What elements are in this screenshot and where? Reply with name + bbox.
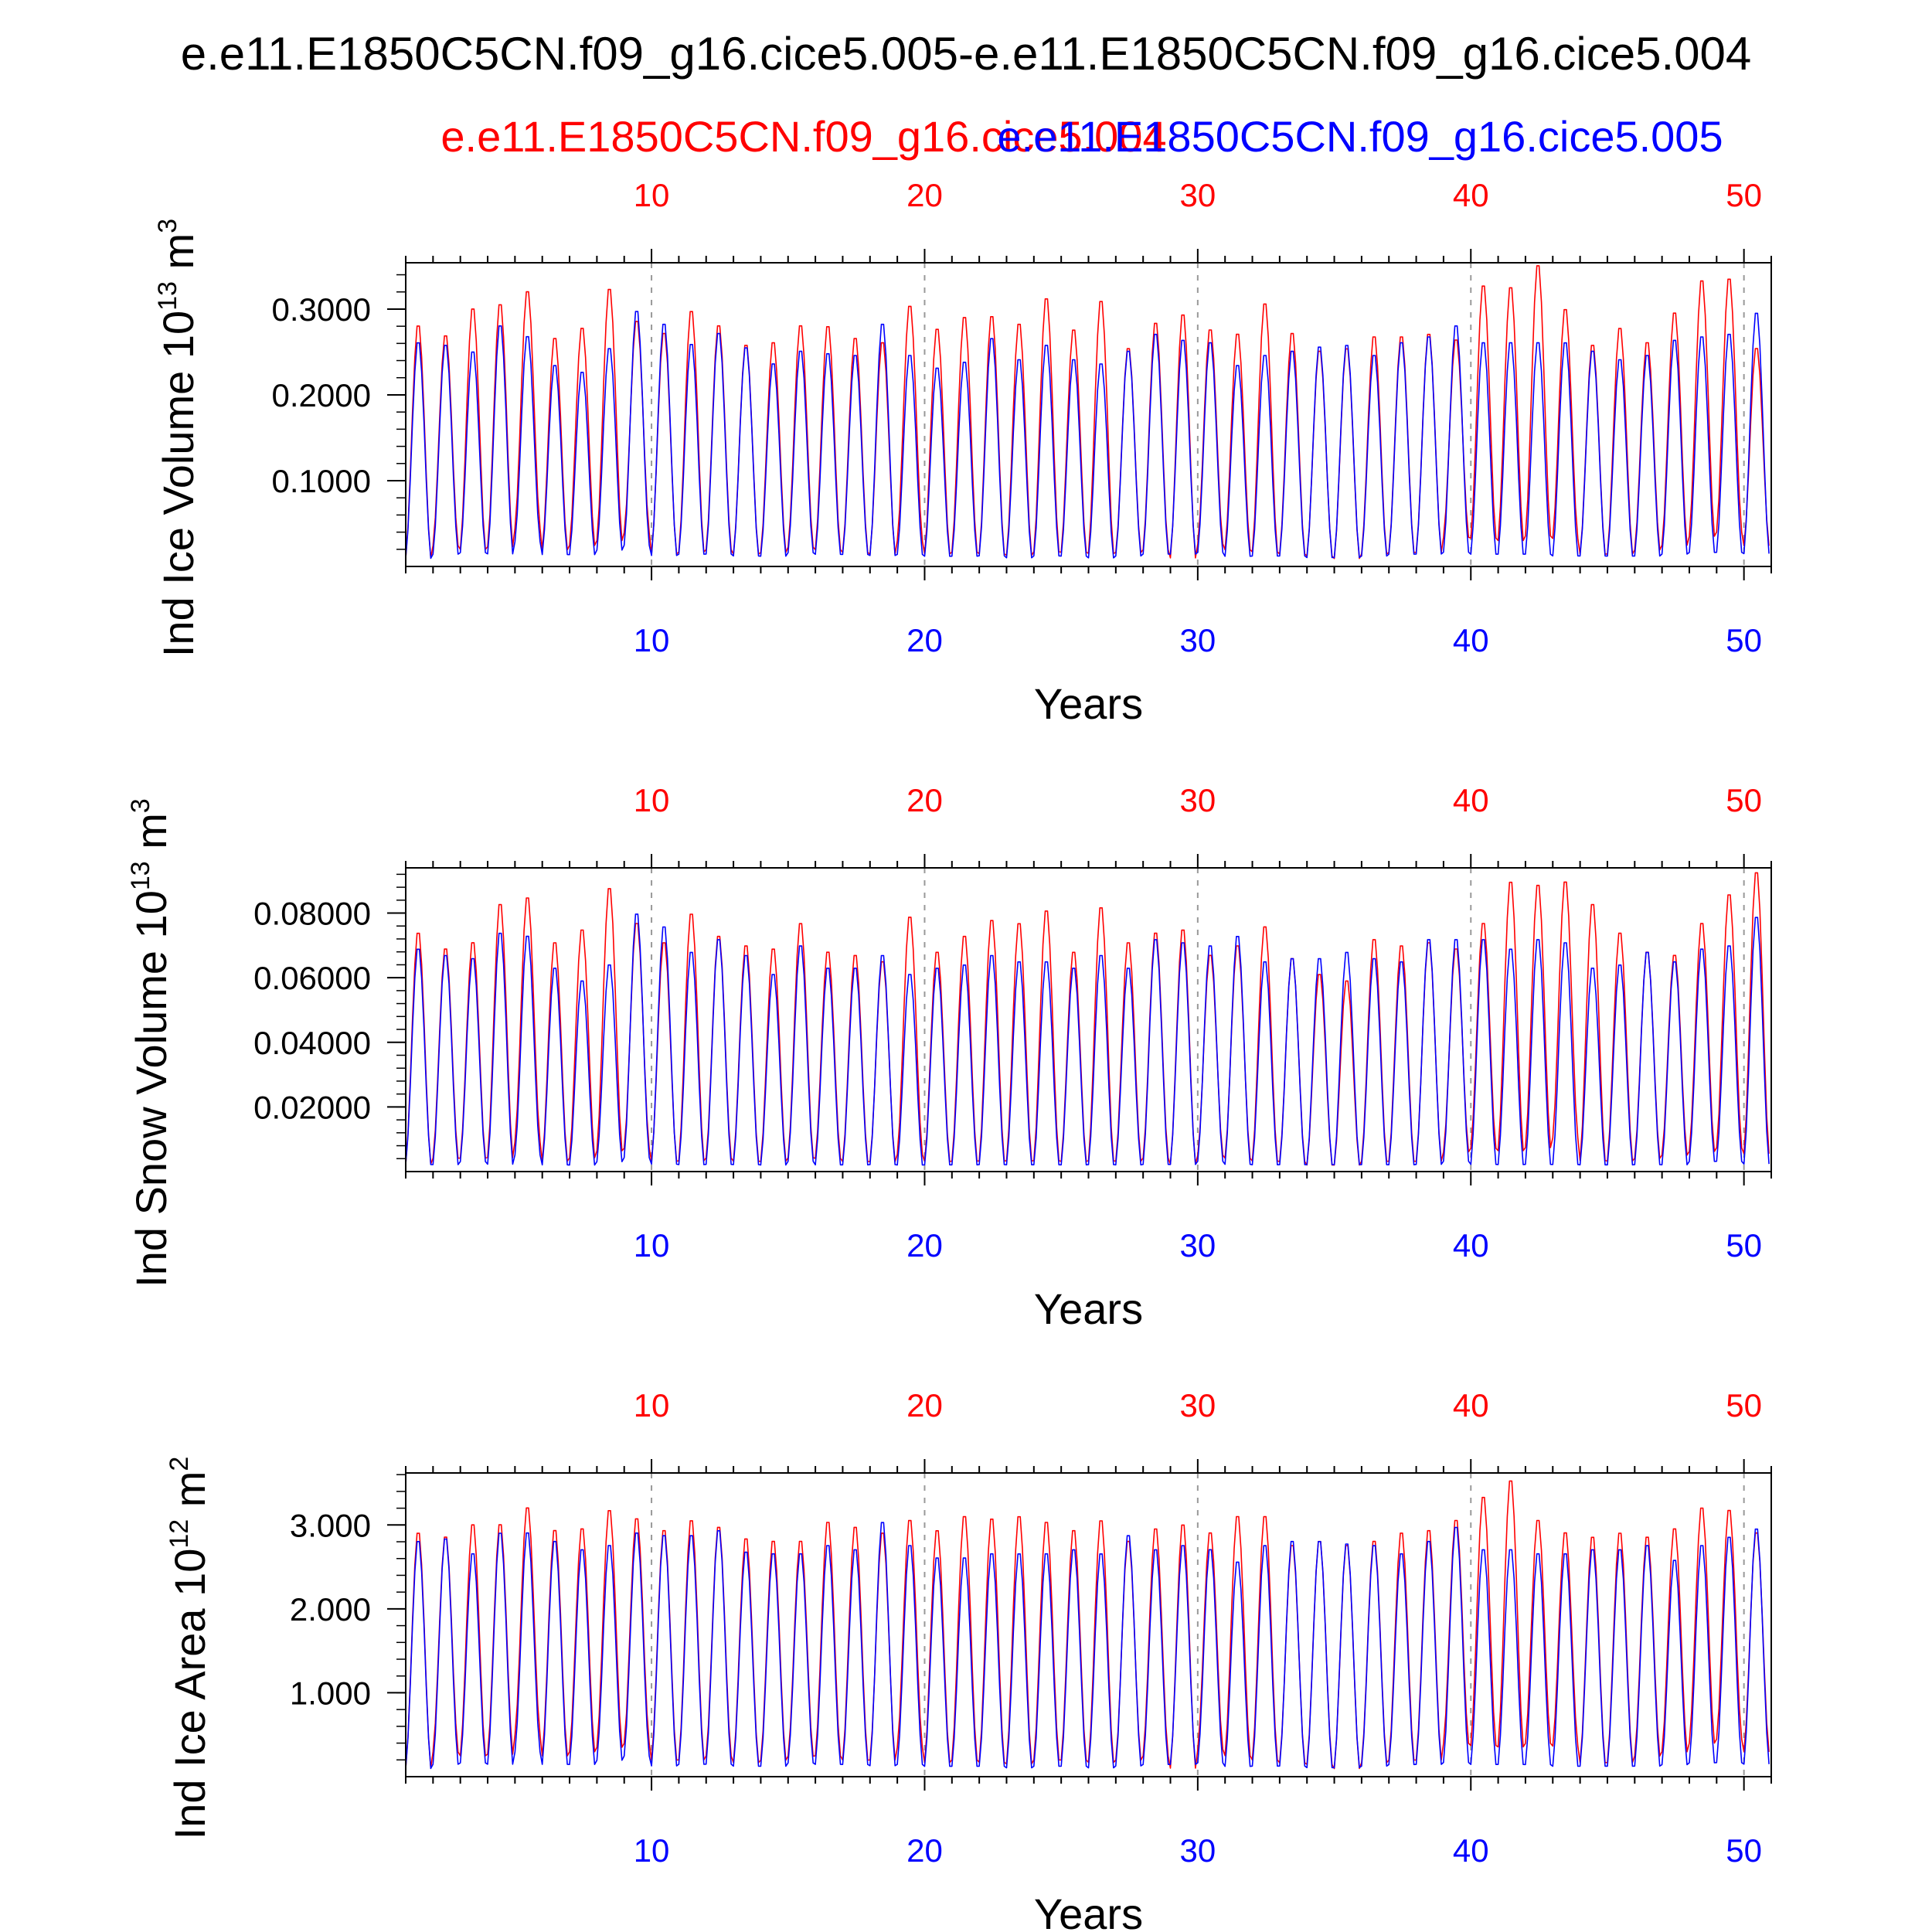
y-tick-label: 0.04000 [253,1025,371,1061]
top-x-tick-label: 20 [906,782,943,818]
top-x-tick-label: 30 [1180,782,1216,818]
bottom-x-tick-label: 50 [1726,1832,1762,1869]
bottom-x-tick-label: 20 [906,1227,943,1264]
bottom-x-tick-label: 40 [1453,1832,1489,1869]
bottom-x-tick-label: 50 [1726,622,1762,658]
panel-2: 10 10 20 20 30 30 40 40 50 50 0.02000 0.04000 0.0600… [126,782,1772,1333]
top-x-tick-label: 10 [634,177,670,213]
y-axis-title-main: Ind Ice Area 10 [165,1549,214,1840]
y-tick-label: 0.1000 [272,463,371,499]
y-tick-label: 0.02000 [253,1089,371,1125]
top-x-tick-label: 30 [1180,177,1216,213]
panels-group: 10 10 20 20 30 30 40 40 50 50 0.1000 0.2000 0.3000 Ye… [126,177,1772,1932]
bottom-x-tick-label: 40 [1453,1227,1489,1264]
y-axis-title-unit: m [127,813,175,861]
y-axis-title-unit-exponent: 3 [126,798,155,813]
top-x-tick-label: 10 [634,1387,670,1423]
plot-frame [405,262,1772,567]
y-axis-title-unit-exponent: 2 [165,1457,194,1471]
series-line-red [405,872,1770,1166]
series-line-red [405,265,1770,560]
bottom-x-tick-label: 10 [634,622,670,658]
plot-frame [405,867,1772,1172]
x-axis-title: Years [1034,1889,1143,1932]
y-axis-title-exponent: 12 [165,1519,194,1549]
y-axis-title-exponent: 13 [153,281,182,311]
y-axis-title-main: Ind Snow Volume 10 [127,890,175,1287]
bottom-x-tick-label: 20 [906,1832,943,1869]
top-x-tick-label: 40 [1453,782,1489,818]
top-x-tick-label: 50 [1726,177,1762,213]
y-axis-title-unit-exponent: 3 [153,219,182,233]
y-axis-title-unit: m [165,1471,214,1519]
top-x-tick-label: 40 [1453,1387,1489,1423]
top-x-tick-label: 40 [1453,177,1489,213]
panel-1: 10 10 20 20 30 30 40 40 50 50 0.1000 0.2000 0.3000 Ye… [153,177,1772,728]
y-tick-label: 3.000 [290,1507,371,1543]
main-title: e.e11.E1850C5CN.f09_g16.cice5.005-e.e11.… [181,28,1752,80]
top-x-tick-label: 50 [1726,782,1762,818]
top-x-tick-label: 50 [1726,1387,1762,1423]
y-tick-label: 0.06000 [253,960,371,996]
series-line-blue [405,913,1770,1166]
top-x-tick-label: 20 [906,1387,943,1423]
bottom-x-tick-label: 20 [906,622,943,658]
y-axis-title-unit: m [154,233,202,281]
y-tick-label: 2.000 [290,1591,371,1628]
bottom-x-tick-label: 10 [634,1832,670,1869]
y-tick-label: 0.2000 [272,377,371,413]
panel-3: 10 10 20 20 30 30 40 40 50 50 1.000 2.000 3.000 Years… [165,1387,1772,1932]
series-line-blue [405,311,1770,560]
series-line-blue [405,1522,1770,1770]
legend-red-label: e.e11.E1850C5CN.f09_g16.cice5.004 [440,112,1166,161]
bottom-x-tick-label: 10 [634,1227,670,1264]
bottom-x-tick-label: 50 [1726,1227,1762,1264]
series-line-red [405,1480,1770,1770]
y-axis-title: Ind Snow Volume 1013 m3 [126,798,175,1287]
top-x-tick-label: 20 [906,177,943,213]
y-axis-title-exponent: 13 [126,861,155,890]
bottom-x-tick-label: 30 [1180,622,1216,658]
top-x-tick-label: 30 [1180,1387,1216,1423]
y-axis-title-main: Ind Ice Volume 10 [154,311,202,657]
y-tick-label: 0.3000 [272,291,371,328]
bottom-x-tick-label: 30 [1180,1832,1216,1869]
y-axis-title: Ind Ice Area 1012 m2 [165,1457,214,1840]
bottom-x-tick-label: 30 [1180,1227,1216,1264]
x-axis-title: Years [1034,1284,1143,1333]
legend-blue-label: e.e11.E1850C5CN.f09_g16.cice5.005 [997,112,1723,161]
top-x-tick-label: 10 [634,782,670,818]
x-axis-title: Years [1034,679,1143,728]
bottom-x-tick-label: 40 [1453,622,1489,658]
y-tick-label: 1.000 [290,1675,371,1711]
y-axis-title: Ind Ice Volume 1013 m3 [153,219,202,657]
y-tick-label: 0.08000 [253,896,371,932]
